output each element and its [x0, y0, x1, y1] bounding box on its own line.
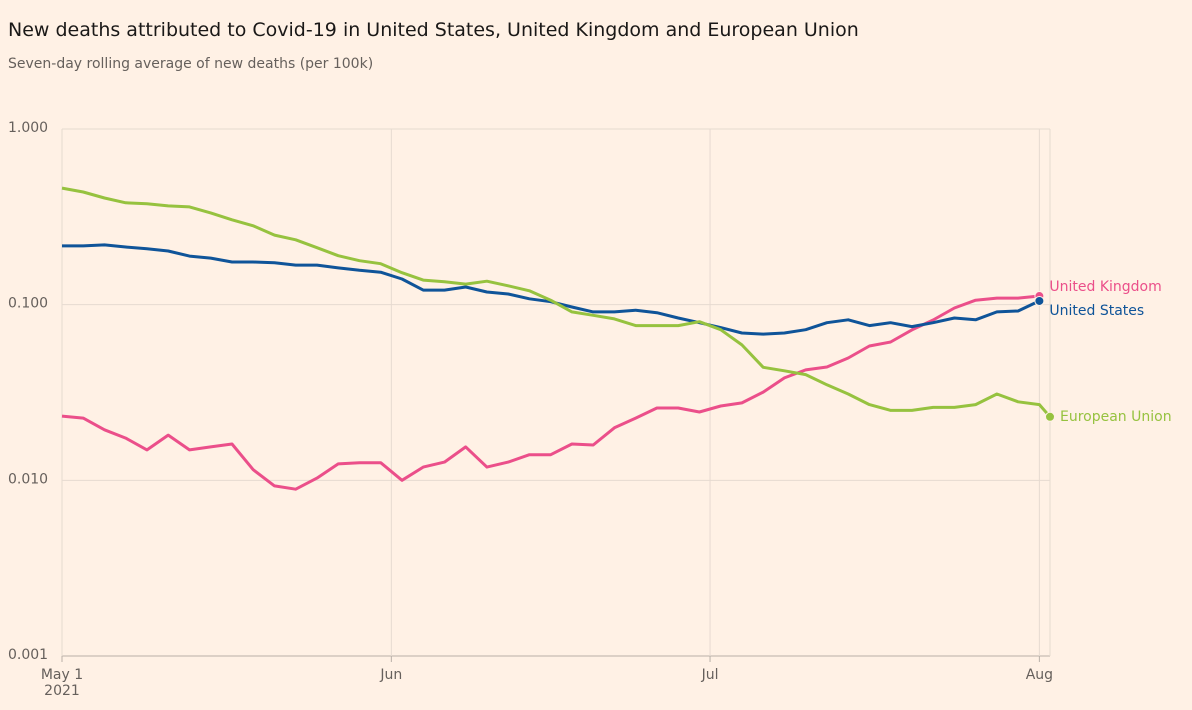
y-tick-label: 0.010 [8, 471, 48, 487]
x-tick-label: May 1 2021 [40, 667, 84, 699]
series-line [61, 186, 1052, 418]
series-line [61, 294, 1040, 491]
y-tick-label: 0.001 [8, 647, 48, 663]
series-label: European Union [1060, 409, 1172, 425]
x-tick-label: Jul [701, 667, 719, 683]
chart-title: New deaths attributed to Covid-19 in Uni… [8, 19, 859, 41]
series-line [62, 243, 1041, 336]
series-label: United Kingdom [1049, 279, 1161, 295]
y-tick-label: 1.000 [8, 120, 48, 136]
y-tick-label: 0.100 [8, 296, 48, 312]
end-point [1045, 411, 1055, 422]
x-tick-label: Aug [1025, 667, 1054, 683]
series-label: United States [1049, 303, 1144, 319]
x-tick-label: Jun [380, 667, 403, 683]
chart-subtitle: Seven-day rolling average of new deaths … [8, 56, 374, 72]
end-point [1034, 295, 1045, 306]
